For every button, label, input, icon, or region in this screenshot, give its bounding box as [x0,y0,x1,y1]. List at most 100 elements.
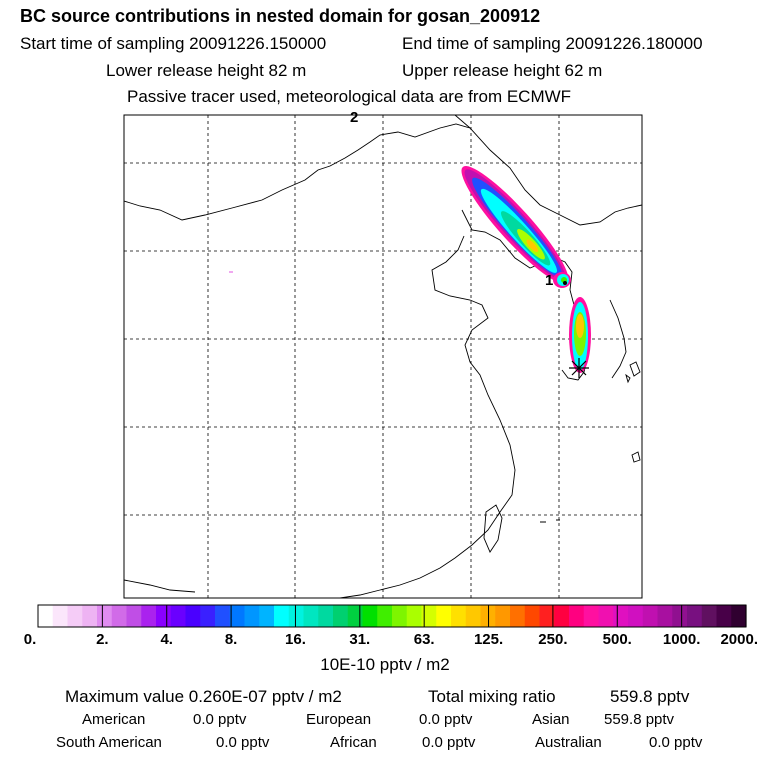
colorbar-tick-label: 16. [285,631,306,648]
colorbar-swatch [672,605,688,627]
map-label-2: 2 [350,109,358,126]
plume-release-point [553,272,571,288]
colorbar-swatch [377,605,393,627]
colorbar-swatch [701,605,718,627]
colorbar-swatch [274,605,290,627]
colorbar-swatch [465,605,482,627]
colorbar-tick-label: 125. [474,631,503,648]
start-time-text: Start time of sampling 20091226.150000 [20,34,327,53]
european-label: European [306,711,372,728]
coast-japan [609,299,627,379]
colorbar-swatch [451,605,467,627]
colorbar-tick-label: 4. [160,631,173,648]
african-value: 0.0 pptv [422,734,476,751]
taiwan [483,504,503,553]
colorbar-swatch [731,605,747,627]
colorbar-swatch [406,605,423,627]
african-label: African [330,734,377,751]
asian-value: 559.8 pptv [604,711,675,728]
plume-contour [576,314,584,338]
colorbar-swatch [185,605,201,627]
colorbar-swatch [613,605,629,627]
colorbar-unit-label: 10E-10 pptv / m2 [320,655,449,674]
island [631,451,641,463]
colorbar-swatch [392,605,408,627]
colorbar-tick-label: 0. [24,631,37,648]
island [629,361,641,377]
passive-tracer-note: Passive tracer used, meteorological data… [127,87,572,106]
colorbar-swatch [716,605,732,627]
release-dot [563,281,567,285]
colorbar-swatch [362,605,378,627]
total-mixing-label: Total mixing ratio [428,687,556,706]
lower-release-height: Lower release height 82 m [106,61,307,80]
colorbar-swatch [569,605,585,627]
colorbar [38,605,747,627]
map-label-1: 1 [545,272,553,289]
colorbar-swatch [583,605,600,627]
plume-contour [526,239,539,253]
colorbar-swatch [156,605,172,627]
colorbar-swatch [687,605,703,627]
colorbar-swatch [111,605,128,627]
colorbar-swatch [303,605,319,627]
australian-value: 0.0 pptv [649,734,703,751]
european-value: 0.0 pptv [419,711,473,728]
south-american-value: 0.0 pptv [216,734,270,751]
colorbar-tick-labels: 0. 2. 4. 8. 16. 31. 63. 125. 250. 500. 1000. 2000. [24,631,758,648]
south-american-label: South American [56,734,162,751]
colorbar-swatch [347,605,364,627]
colorbar-swatch [495,605,511,627]
colorbar-swatch [259,605,275,627]
colorbar-swatch [67,605,83,627]
station-marker [569,358,589,378]
colorbar-swatch [288,605,305,627]
end-time-text: End time of sampling 20091226.180000 [402,34,703,53]
max-value-text: Maximum value 0.260E-07 pptv / m2 [65,687,342,706]
island [625,373,631,384]
american-label: American [82,711,146,728]
colorbar-swatch [52,605,69,627]
coastlines [124,115,642,598]
colorbar-tick-label: 500. [603,631,632,648]
plume-layer [229,166,591,373]
colorbar-frame [37,604,747,628]
map-gridlines [124,115,642,598]
coast-china [339,235,516,598]
colorbar-swatch [200,605,216,627]
colorbar-tick-label: 63. [414,631,435,648]
colorbar-swatch [215,605,231,627]
chart-title: BC source contributions in nested domain… [20,6,541,26]
asian-label: Asian [532,711,570,728]
colorbar-swatch [244,605,260,627]
plume-south [569,297,591,373]
colorbar-tick-label: 250. [538,631,567,648]
colorbar-swatch [657,605,673,627]
colorbar-tick-label: 2. [96,631,109,648]
islets [540,519,560,523]
colorbar-swatch [421,605,437,627]
american-value: 0.0 pptv [193,711,247,728]
border-south [124,579,196,593]
total-mixing-value: 559.8 pptv [610,687,690,706]
colorbar-tick-label: 31. [349,631,370,648]
australian-label: Australian [535,734,602,751]
colorbar-swatch [598,605,614,627]
colorbar-swatch [539,605,555,627]
colorbar-swatch [510,605,526,627]
colorbar-tick-label: 1000. [663,631,701,648]
colorbar-swatch [318,605,334,627]
colorbar-swatch [97,605,113,627]
colorbar-swatch [141,605,157,627]
plume-north [461,166,569,284]
colorbar-swatch [82,605,98,627]
map-area: 2 1 [123,109,643,599]
colorbar-swatch [229,605,246,627]
colorbar-tick-label: 2000. [720,631,758,648]
border-mongolia [124,123,471,221]
colorbar-swatch [333,605,349,627]
colorbar-tick-label: 8. [225,631,238,648]
colorbar-swatch [554,605,570,627]
